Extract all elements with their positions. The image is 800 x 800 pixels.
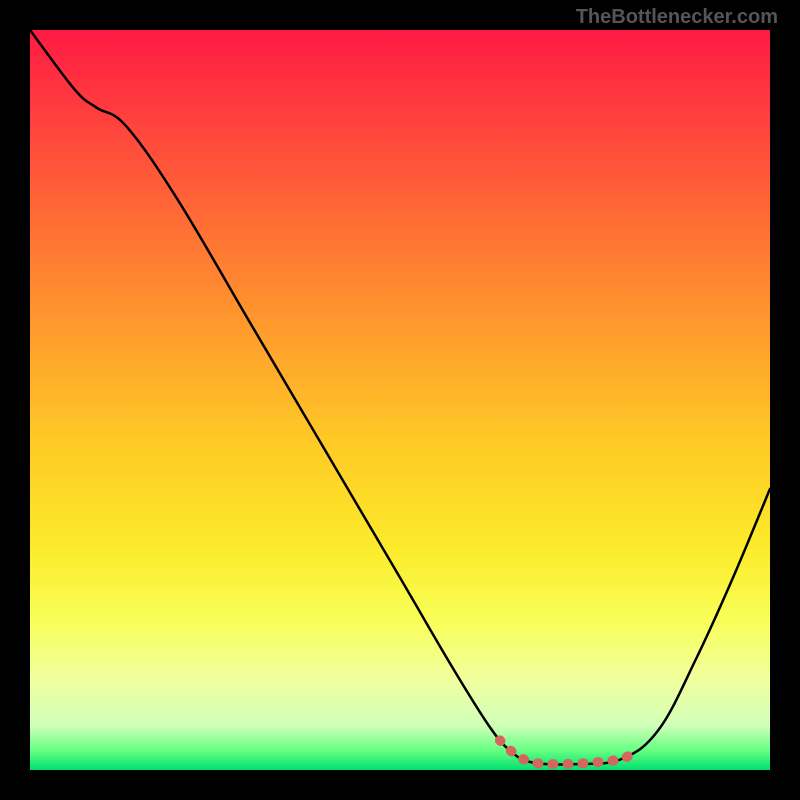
gradient-background xyxy=(30,30,770,770)
watermark-text: TheBottlenecker.com xyxy=(576,6,778,29)
chart-svg xyxy=(30,30,770,770)
bottleneck-chart xyxy=(30,30,770,770)
